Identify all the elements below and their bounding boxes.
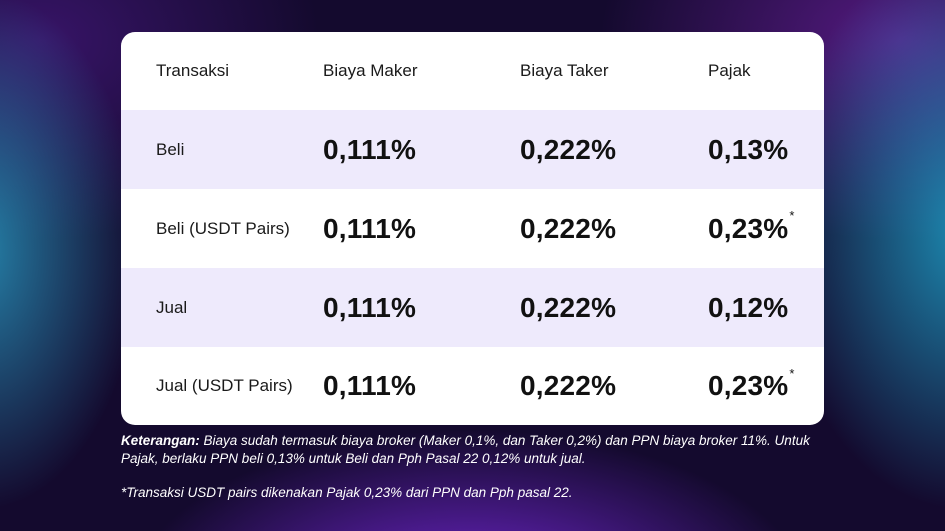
row-taker-fee: 0,222%: [520, 291, 617, 323]
row-taker-fee: 0,222%: [520, 370, 617, 401]
row-transaksi: Jual: [156, 297, 188, 317]
row-maker-fee: 0,111%: [323, 370, 417, 401]
row-pajak: 0,13%: [708, 110, 788, 189]
row-taker-fee: 0,222%: [520, 212, 617, 244]
header-transaksi: Transaksi: [156, 61, 230, 80]
row-maker-fee: 0,111%: [323, 212, 417, 244]
notes-label: Keterangan:: [121, 433, 200, 448]
fee-table-card: Transaksi Biaya Maker Biaya Taker Pajak …: [121, 32, 824, 425]
footnote-marker: *: [789, 366, 795, 381]
row-pajak: 0,23% *: [708, 347, 795, 425]
table-header-row: Transaksi Biaya Maker Biaya Taker Pajak: [121, 32, 824, 110]
row-pajak-value: 0,23%: [708, 212, 789, 244]
notes-text: Biaya sudah termasuk biaya broker (Maker…: [121, 433, 810, 466]
row-transaksi: Beli (USDT Pairs): [156, 218, 290, 238]
notes-section: Keterangan: Biaya sudah termasuk biaya b…: [121, 432, 821, 502]
row-pajak: 0,23% *: [708, 189, 795, 268]
row-taker-fee: 0,222%: [520, 133, 617, 165]
table-row: Beli (USDT Pairs) 0,111% 0,222% 0,23% *: [121, 189, 824, 268]
row-pajak-value: 0,23%: [708, 370, 789, 401]
table-row: Beli 0,111% 0,222% 0,13%: [121, 110, 824, 189]
footnote-marker: *: [789, 208, 795, 223]
row-transaksi: Beli: [156, 139, 185, 159]
row-pajak: 0,12%: [708, 268, 788, 347]
header-biaya-maker: Biaya Maker: [323, 61, 418, 80]
notes-paragraph: Keterangan: Biaya sudah termasuk biaya b…: [121, 432, 821, 468]
row-maker-fee: 0,111%: [323, 291, 417, 323]
row-pajak-value: 0,13%: [708, 133, 789, 165]
row-maker-fee: 0,111%: [323, 133, 417, 165]
table-row: Jual (USDT Pairs) 0,111% 0,222% 0,23% *: [121, 347, 824, 425]
header-pajak: Pajak: [708, 61, 751, 80]
header-biaya-taker: Biaya Taker: [520, 61, 609, 80]
table-row: Jual 0,111% 0,222% 0,12%: [121, 268, 824, 347]
row-pajak-value: 0,12%: [708, 291, 789, 323]
row-transaksi: Jual (USDT Pairs): [156, 376, 293, 395]
footnote-text: *Transaksi USDT pairs dikenakan Pajak 0,…: [121, 485, 573, 500]
